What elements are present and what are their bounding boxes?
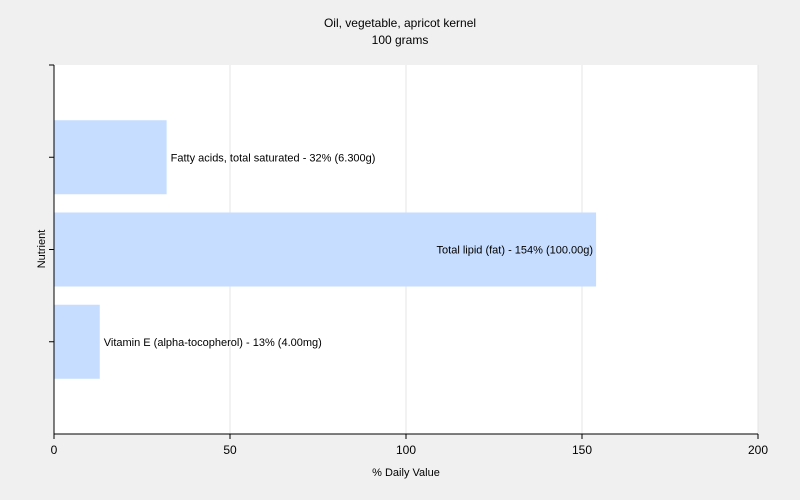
bar-labels: Fatty acids, total saturated - 32% (6.30… [104,152,593,349]
x-tick-label: 100 [396,443,416,457]
x-tick-label: 0 [51,443,58,457]
bars [54,120,597,379]
x-tick-label: 50 [223,443,237,457]
bar-data-label: Vitamin E (alpha-tocopherol) - 13% (4.00… [104,337,322,349]
axis-ticks: 0 50 100 150 200 [49,64,768,457]
bar [54,304,100,379]
bar [54,120,167,195]
bar-data-label: Fatty acids, total saturated - 32% (6.30… [171,152,376,164]
bar-data-label: Total lipid (fat) - 154% (100.00g) [437,245,594,257]
x-axis-label: % Daily Value [372,467,440,479]
bar [54,212,597,287]
chart-subtitle: 100 grams [372,33,429,47]
y-axis-label: Nutrient [36,230,48,269]
chart-title: Oil, vegetable, apricot kernel [324,16,476,30]
x-tick-label: 150 [572,443,592,457]
x-tick-label: 200 [748,443,768,457]
